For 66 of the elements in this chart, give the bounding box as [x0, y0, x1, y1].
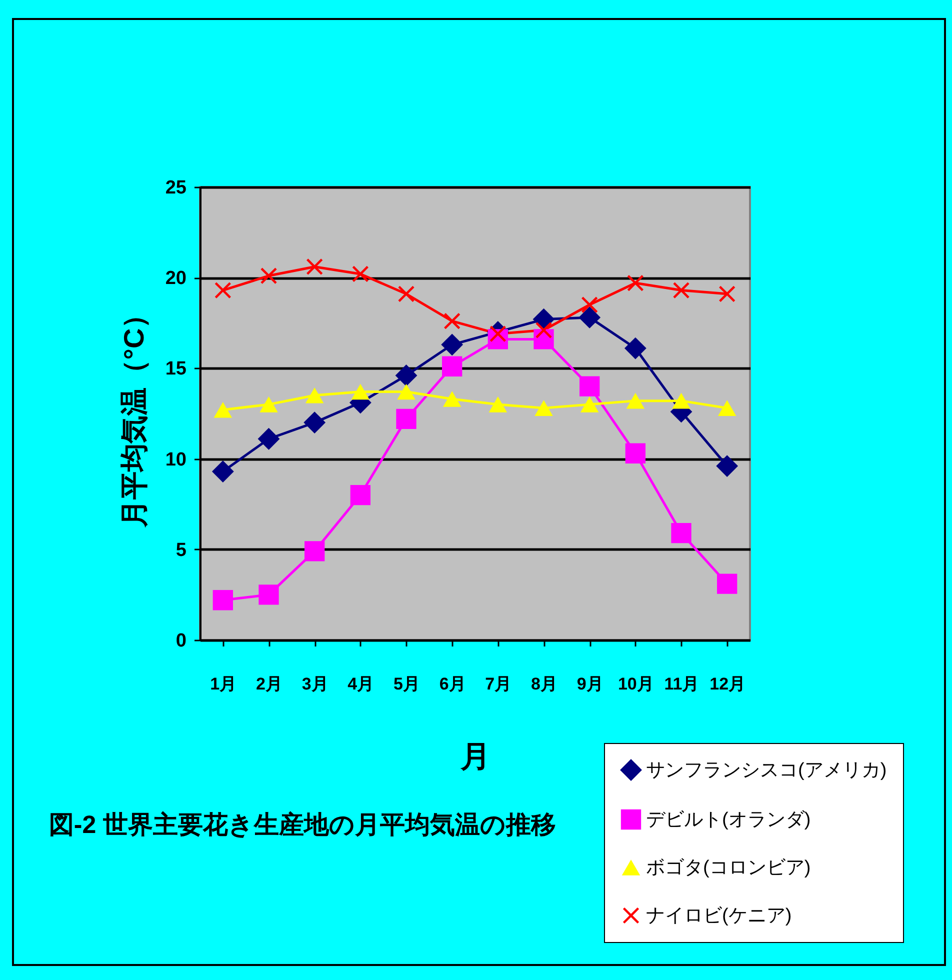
point	[442, 391, 462, 407]
point	[397, 384, 416, 400]
point	[350, 484, 370, 506]
point	[351, 384, 370, 400]
point	[395, 364, 418, 386]
x-tick-label: 9月	[576, 674, 604, 694]
point	[582, 296, 598, 313]
point	[305, 387, 324, 404]
point	[306, 258, 323, 275]
legend-label: ナイロビ(ケニア)	[646, 906, 792, 926]
x-tick-label: 2月	[256, 674, 282, 694]
x-tick-label: 11月	[664, 674, 700, 694]
point	[258, 428, 280, 450]
legend-label: ボゴタ(コロンビア)	[646, 858, 811, 878]
point	[444, 313, 460, 330]
point	[488, 396, 508, 412]
y-tick-label: 25	[165, 178, 187, 198]
point	[534, 400, 553, 416]
point	[304, 412, 326, 434]
x-tick-label: 10月	[618, 674, 654, 694]
y-tick-label: 15	[165, 358, 187, 380]
point	[260, 268, 277, 284]
x-tick-label: 6月	[439, 674, 466, 694]
x-tick-label: 4月	[348, 674, 374, 694]
point	[212, 460, 234, 482]
point	[673, 282, 690, 298]
point	[441, 334, 464, 356]
point	[212, 590, 233, 610]
point	[580, 396, 599, 412]
point	[442, 356, 462, 376]
legend-label: サンフランシスコ(アメリカ)	[646, 760, 887, 781]
point	[578, 306, 601, 328]
point	[352, 266, 368, 282]
x-tick-label: 7月	[485, 674, 512, 694]
x-tick-label: 8月	[531, 674, 558, 694]
point	[260, 396, 278, 412]
text: 図-2 世界主要花き生産地の月平均気温の推移	[48, 811, 556, 839]
point	[258, 584, 279, 605]
y-tick-label: 0	[176, 630, 186, 652]
y-tick-label: 5	[176, 540, 187, 561]
point	[398, 286, 414, 302]
point	[624, 337, 646, 360]
point	[717, 574, 738, 594]
x-tick-label: 12月	[710, 674, 746, 694]
point	[716, 455, 738, 477]
point	[671, 523, 692, 544]
x-axis-title: 月	[460, 740, 490, 774]
point	[627, 274, 644, 292]
point	[626, 392, 645, 409]
point	[672, 392, 690, 409]
point	[580, 376, 600, 396]
legend-label: デビルト(オランダ)	[646, 810, 811, 830]
point	[625, 443, 646, 464]
point	[719, 286, 736, 302]
point	[718, 400, 736, 416]
x-tick-label: 1月	[210, 674, 237, 694]
point	[304, 541, 325, 562]
y-tick-label: 20	[165, 268, 186, 290]
point	[396, 408, 416, 430]
y-tick-label: 10	[165, 449, 186, 470]
x-tick-label: 3月	[302, 674, 328, 694]
point	[214, 282, 231, 298]
point	[536, 322, 552, 338]
y-axis-title: 月平均気温（°C）	[118, 300, 150, 529]
point	[214, 402, 232, 418]
x-tick-label: 5月	[394, 674, 420, 694]
